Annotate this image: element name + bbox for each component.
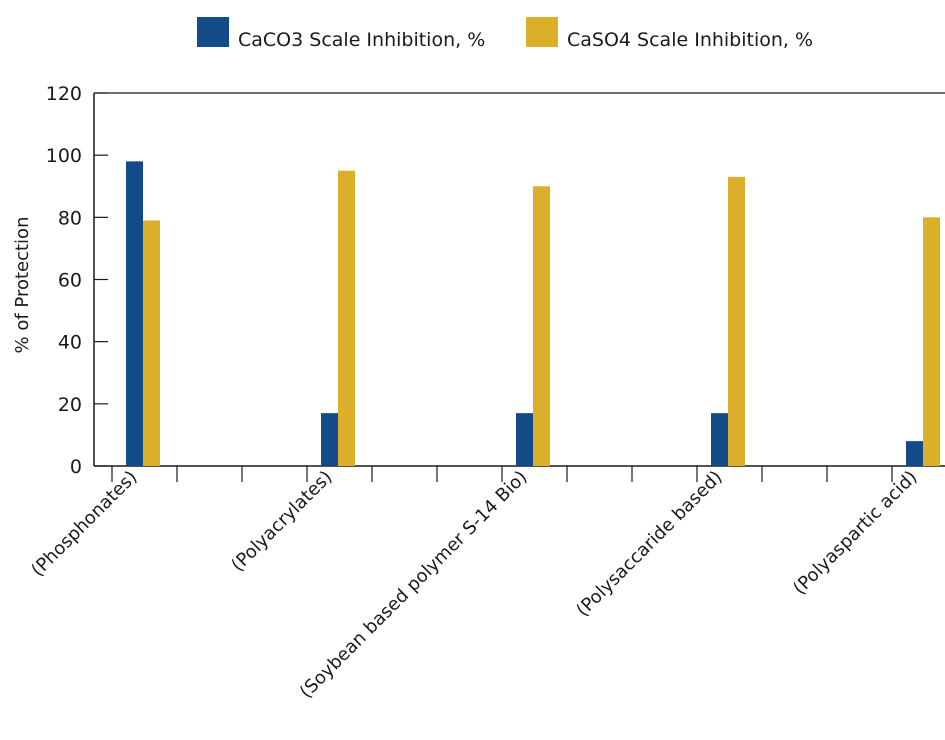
y-tick-label: 100	[46, 145, 82, 167]
legend-swatch-caco3	[197, 17, 229, 47]
x-category-label: (Polysaccaride based)	[572, 467, 726, 621]
axes: 0 20 40 60 80 100 120	[46, 83, 945, 482]
y-tick-label: 80	[58, 207, 82, 229]
category-labels: (Phosphonates) (Polyacrylates)(Soybean ba…	[27, 467, 921, 703]
bar-caso4	[143, 220, 160, 466]
legend-label-caco3: CaCO3 Scale Inhibition, %	[238, 29, 485, 51]
bar-caso4	[338, 170, 355, 467]
legend: CaCO3 Scale Inhibition, % CaSO4 Scale In…	[197, 17, 813, 51]
y-axis-title: % of Protection	[12, 217, 33, 354]
x-category-label: (Polyacrylates)	[227, 467, 336, 576]
bar-caso4	[533, 186, 550, 466]
y-tick-label: 40	[58, 332, 82, 354]
legend-swatch-caso4	[526, 17, 558, 47]
bars	[126, 161, 940, 467]
legend-label-caso4: CaSO4 Scale Inhibition, %	[567, 29, 813, 51]
y-tick-label: 20	[58, 394, 82, 416]
bar-caco3	[906, 441, 923, 466]
x-category-label: (Phosphonates)	[27, 467, 141, 581]
bar-caco3	[126, 161, 143, 466]
x-category-label: (Soybean based polymer S-14 Bio)	[296, 467, 532, 703]
bar-caco3	[711, 413, 728, 466]
bar-caco3	[516, 413, 533, 466]
bar-caco3	[321, 413, 338, 466]
bar-caso4	[728, 176, 745, 467]
y-tick-label: 120	[46, 83, 82, 105]
y-tick-label: 0	[70, 456, 82, 478]
x-category-label: (Polyaspartic acid)	[789, 467, 921, 599]
y-tick-label: 60	[58, 270, 82, 292]
bar-caso4	[923, 217, 940, 466]
